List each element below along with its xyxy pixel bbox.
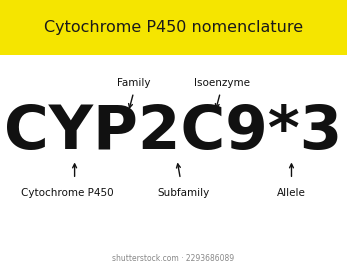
Bar	[0, 0, 347, 55]
Text: Family: Family	[117, 78, 150, 88]
Text: Cytochrome P450 nomenclature: Cytochrome P450 nomenclature	[44, 20, 303, 35]
Text: Isoenzyme: Isoenzyme	[194, 78, 250, 88]
Text: Subfamily: Subfamily	[158, 188, 210, 198]
Text: Cytochrome P450: Cytochrome P450	[22, 188, 114, 198]
Text: Allele: Allele	[277, 188, 306, 198]
Text: shutterstock.com · 2293686089: shutterstock.com · 2293686089	[112, 254, 235, 263]
Text: CYP2C9*3: CYP2C9*3	[5, 104, 342, 162]
